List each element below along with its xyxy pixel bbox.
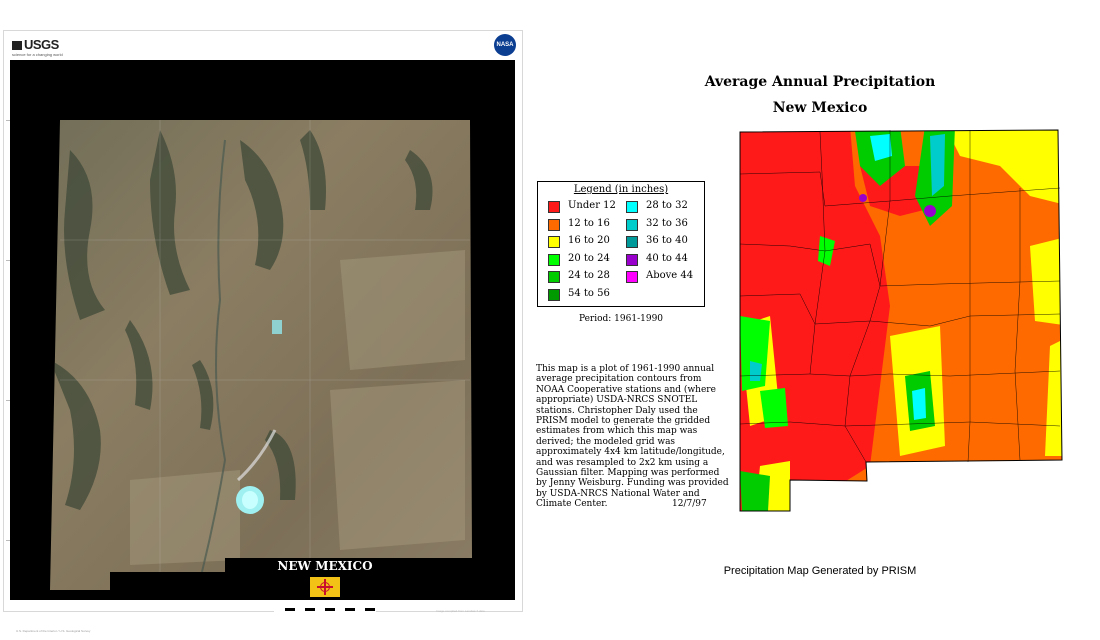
legend-label: 12 to 16 [568, 217, 610, 229]
precipitation-map [739, 129, 1063, 512]
map-title: Average Annual Precipitation [704, 74, 936, 90]
usgs-tagline: science for a changing world [12, 52, 63, 57]
legend-swatch [626, 218, 638, 231]
legend-label: 20 to 24 [568, 252, 610, 264]
map-legend: Legend (in inches) Under 12 12 to 16 16 to… [537, 181, 705, 307]
map-description: This map is a plot of 1961-1990 annual a… [536, 364, 729, 510]
nasa-logo: NASA [494, 34, 516, 56]
legend-label: 40 to 44 [646, 252, 688, 264]
period-label: Period: 1961-1990 [578, 314, 664, 324]
legend-title: Legend (in inches) [573, 184, 669, 195]
graticule-tick [6, 400, 10, 401]
new-mexico-flag [310, 577, 340, 597]
graticule-tick [6, 260, 10, 261]
legend-swatch [626, 271, 638, 284]
legend-label: 36 to 40 [646, 235, 688, 247]
legend-swatch [626, 236, 638, 249]
legend-swatch [626, 201, 638, 213]
usgs-logo: USGS [12, 37, 59, 52]
scale-bar [274, 607, 376, 612]
legend-label: Under 12 [568, 200, 616, 211]
legend-label: Above 44 [646, 270, 694, 282]
satellite-poster: USGS science for a changing world NASA [3, 30, 523, 633]
zia-sun-icon [317, 579, 333, 595]
legend-swatch [548, 289, 560, 301]
satellite-image [50, 120, 472, 590]
poster-credit-right: Image compiled from Landsat 7 data [436, 609, 485, 613]
legend-swatch [626, 253, 638, 266]
satellite-image-frame [6, 60, 515, 600]
legend-swatch [548, 236, 560, 249]
legend-label: 28 to 32 [646, 200, 688, 211]
legend-swatch [548, 201, 560, 213]
map-subtitle: New Mexico [772, 100, 868, 116]
legend-label: 32 to 36 [646, 217, 688, 229]
graticule-tick [6, 540, 10, 541]
poster-state-label: NEW MEXICO [277, 559, 373, 573]
graticule-tick [6, 120, 10, 121]
legend-label: 54 to 56 [568, 288, 610, 299]
prism-credit: Precipitation Map Generated by PRISM [723, 565, 917, 577]
legend-swatch [548, 253, 560, 266]
legend-label: 16 to 20 [568, 235, 610, 247]
map-date: 12/7/97 [672, 499, 707, 509]
legend-label: 24 to 28 [568, 270, 610, 282]
poster-credit-left: U.S. Department of the Interior / U.S. G… [16, 629, 91, 633]
legend-swatch [548, 271, 560, 284]
legend-swatch [548, 218, 560, 231]
